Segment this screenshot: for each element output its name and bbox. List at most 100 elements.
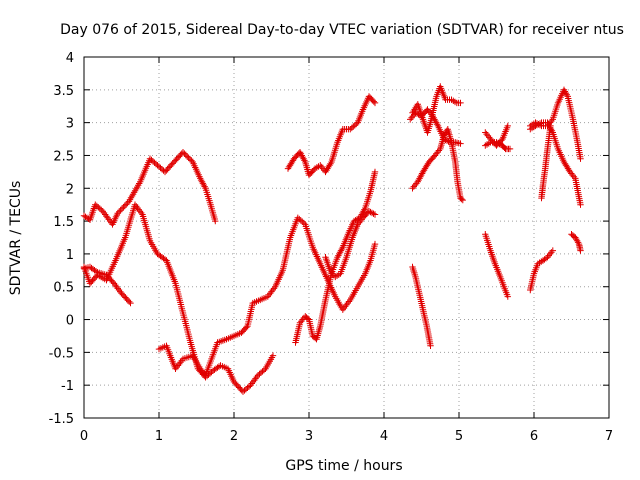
data-point xyxy=(146,155,154,162)
y-tick-labels: -1.5 -1 -0.5 0 0.5 1 1.5 2 2.5 3 3.5 4 xyxy=(49,51,74,427)
data-point xyxy=(299,153,306,161)
y-tick-label: 1 xyxy=(66,248,74,263)
data-point xyxy=(252,375,259,382)
data-point xyxy=(371,168,379,176)
data-point xyxy=(542,255,550,262)
data-point xyxy=(126,298,133,305)
y-tick-label: 2 xyxy=(66,182,74,197)
data-point xyxy=(370,98,377,105)
data-point xyxy=(197,176,205,184)
y-tick-label: 0.5 xyxy=(53,281,74,296)
data-point xyxy=(337,247,345,254)
data-point xyxy=(577,155,584,162)
data-point xyxy=(296,319,304,326)
series-arc-11 xyxy=(409,263,434,349)
y-tick-label: 0 xyxy=(66,314,74,329)
data-point xyxy=(570,173,578,180)
data-point xyxy=(533,120,541,127)
x-tick-label: 5 xyxy=(455,429,463,444)
data-point xyxy=(114,285,121,292)
data-point xyxy=(127,299,134,307)
series-arc-3 xyxy=(80,201,277,395)
data-point xyxy=(148,156,155,164)
y-tick-label: 1.5 xyxy=(53,215,74,230)
data-point xyxy=(420,167,428,174)
data-point xyxy=(408,114,415,121)
data-point xyxy=(131,201,139,208)
data-point xyxy=(112,281,119,289)
series-arc-13 xyxy=(482,139,514,153)
x-tick-labels: 0 1 2 3 4 5 6 7 xyxy=(80,429,613,444)
data-point xyxy=(326,162,333,169)
series-arc-6 xyxy=(292,168,379,346)
data-point xyxy=(179,149,187,156)
plot-frame xyxy=(83,56,610,419)
data-point xyxy=(297,217,304,224)
data-point xyxy=(116,208,123,215)
data-point xyxy=(185,154,192,161)
series-arc-5 xyxy=(284,93,379,179)
series-arc-2 xyxy=(80,263,134,307)
data-point xyxy=(577,247,584,254)
data-point xyxy=(411,181,419,189)
data-point xyxy=(496,140,503,148)
data-point xyxy=(118,205,126,212)
data-point xyxy=(120,204,127,211)
data-point xyxy=(301,157,308,164)
data-point xyxy=(350,123,357,130)
data-point xyxy=(457,99,464,107)
series-arc-17 xyxy=(538,122,554,202)
x-tick-label: 3 xyxy=(305,429,313,444)
y-tick-label: -1 xyxy=(61,379,74,394)
data-point xyxy=(427,342,434,349)
data-point xyxy=(299,218,306,225)
data-point xyxy=(367,208,374,216)
data-point xyxy=(317,162,324,169)
data-point xyxy=(212,217,219,225)
data-point xyxy=(121,202,128,209)
data-point xyxy=(104,214,111,221)
series-arc-4 xyxy=(155,214,379,379)
data-point xyxy=(345,298,353,305)
data-point xyxy=(414,178,421,185)
series-arc-7 xyxy=(322,208,379,281)
data-point xyxy=(433,150,440,157)
data-point xyxy=(138,209,145,217)
series-arc-18 xyxy=(527,247,556,294)
data-point xyxy=(371,240,379,248)
y-axis-label: SDTVAR / TECUs xyxy=(8,181,24,296)
data-point xyxy=(98,206,105,214)
data-point xyxy=(114,210,121,217)
y-tick-label: 4 xyxy=(66,51,74,66)
data-point xyxy=(323,167,330,174)
data-point xyxy=(549,247,556,254)
data-point xyxy=(548,117,555,125)
data-point xyxy=(371,99,379,107)
data-point xyxy=(504,122,511,130)
data-point xyxy=(300,219,307,227)
data-point xyxy=(562,162,570,169)
data-point xyxy=(361,206,368,213)
data-point xyxy=(103,213,110,220)
data-point xyxy=(416,175,423,182)
data-point xyxy=(200,181,207,189)
data-point xyxy=(265,291,273,299)
data-point xyxy=(286,162,294,169)
y-tick-label: 2.5 xyxy=(53,149,74,164)
data-point xyxy=(243,324,250,331)
data-points xyxy=(80,83,584,395)
series-arc-14 xyxy=(482,231,511,300)
data-point xyxy=(339,306,346,313)
data-point xyxy=(577,201,584,208)
data-point xyxy=(299,316,306,323)
data-point xyxy=(269,286,276,294)
data-point xyxy=(482,129,489,136)
data-point xyxy=(544,254,551,261)
data-point xyxy=(457,140,464,147)
data-point xyxy=(342,303,349,310)
x-tick-label: 6 xyxy=(530,429,538,444)
data-point xyxy=(296,149,304,156)
data-point xyxy=(535,121,542,128)
data-point xyxy=(177,359,184,366)
